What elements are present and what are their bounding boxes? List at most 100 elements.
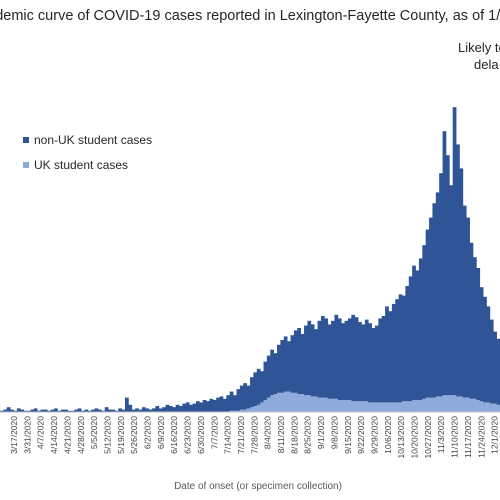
bar-non-uk-student (462, 205, 467, 398)
bar-non-uk-student (13, 410, 18, 412)
bar-non-uk-student (27, 410, 31, 412)
x-tick-label: 6/2/2020 (143, 416, 153, 449)
bar-uk-student (334, 398, 339, 412)
bar-non-uk-student (246, 385, 251, 409)
bar-non-uk-student (368, 323, 372, 403)
bar-non-uk-student (324, 318, 329, 398)
bar-uk-student (260, 402, 264, 412)
bar-non-uk-student (337, 318, 342, 400)
bar-uk-student (422, 398, 427, 412)
bar-non-uk-student (408, 276, 413, 402)
bar-non-uk-student (415, 270, 420, 400)
bar-non-uk-student (361, 324, 366, 402)
bar-uk-student (233, 410, 237, 412)
bar-non-uk-student (37, 410, 41, 412)
bar-non-uk-student (283, 336, 288, 392)
bar-non-uk-student (270, 349, 274, 396)
bar-non-uk-student (317, 320, 322, 398)
bar-non-uk-student (47, 410, 52, 412)
x-tick-label: 9/22/2020 (356, 416, 366, 454)
bar-non-uk-student (398, 294, 403, 403)
bar-non-uk-student (331, 320, 335, 399)
bar-non-uk-student (402, 295, 406, 402)
bar-non-uk-student (233, 395, 237, 411)
bar-uk-student (266, 397, 271, 412)
bar-non-uk-student (216, 397, 220, 412)
x-tick-label: 10/6/2020 (383, 416, 393, 454)
bar-uk-student (476, 400, 481, 412)
bar-non-uk-student (277, 344, 281, 393)
bar-uk-student (462, 397, 467, 412)
bar-non-uk-student (114, 410, 119, 412)
bar-non-uk-student (6, 407, 11, 412)
bar-uk-student (304, 395, 308, 412)
bar-uk-student (283, 391, 288, 412)
bar-non-uk-student (469, 242, 474, 399)
bar-uk-student (273, 394, 278, 412)
x-tick-label: 5/26/2020 (129, 416, 139, 454)
bar-uk-student (368, 402, 372, 412)
bar-non-uk-student (141, 407, 146, 412)
bar-non-uk-student (50, 409, 55, 412)
bar-non-uk-student (94, 408, 99, 412)
bar-non-uk-student (64, 409, 68, 412)
bar-uk-student (263, 400, 268, 412)
bar-uk-student (324, 397, 329, 412)
bar-non-uk-student (304, 325, 308, 396)
legend-swatch-non-uk (23, 137, 29, 143)
bar-non-uk-student (293, 330, 298, 393)
bar-non-uk-student (3, 409, 8, 412)
bar-non-uk-student (67, 410, 72, 412)
x-tick-label: 6/16/2020 (169, 416, 179, 454)
bar-uk-student (246, 408, 251, 412)
bar-uk-student (486, 402, 491, 412)
bar-uk-student (297, 394, 302, 412)
x-tick-label: 4/21/2020 (62, 416, 72, 454)
bar-uk-student (489, 403, 494, 412)
bar-uk-student (385, 402, 389, 412)
bar-uk-student (479, 401, 484, 412)
legend-swatch-uk (23, 162, 29, 168)
x-tick-label: 8/25/2020 (303, 416, 313, 454)
bar-non-uk-student (195, 401, 200, 412)
bar-non-uk-student (344, 320, 349, 400)
bar-non-uk-student (91, 409, 95, 412)
bar-uk-student (391, 402, 396, 412)
bar-non-uk-student (179, 406, 183, 412)
bar-non-uk-student (290, 335, 295, 393)
x-tick-label: 7/14/2020 (223, 416, 233, 454)
bar-non-uk-student (209, 398, 214, 412)
bar-non-uk-student (439, 173, 443, 397)
bar-non-uk-student (405, 286, 410, 402)
bar-non-uk-student (152, 408, 156, 412)
x-tick-label: 8/11/2020 (276, 416, 286, 453)
bar-non-uk-student (273, 353, 278, 394)
bar-uk-student (287, 391, 291, 412)
bar-non-uk-student (307, 320, 312, 396)
bar-non-uk-student (263, 361, 268, 400)
bar-non-uk-student (354, 317, 359, 402)
x-tick-label: 4/28/2020 (76, 416, 86, 454)
bar-non-uk-student (395, 299, 399, 403)
x-tick-label: 9/29/2020 (369, 416, 379, 454)
bar-non-uk-student (23, 410, 28, 412)
bar-uk-student (358, 401, 362, 412)
bar-uk-student (439, 396, 443, 412)
x-tick-label: 10/20/2020 (410, 416, 420, 459)
bar-uk-student (243, 409, 247, 412)
bar-non-uk-student (385, 306, 389, 403)
x-tick-label: 10/13/2020 (396, 416, 406, 459)
bar-non-uk-student (108, 409, 112, 412)
bar-non-uk-student (222, 398, 227, 412)
bar-non-uk-student (314, 329, 318, 397)
bar-uk-student (293, 392, 298, 412)
bar-uk-student (449, 395, 454, 412)
bar-uk-student (371, 402, 376, 412)
legend: non-UK student cases UK student cases (23, 133, 152, 172)
bar-non-uk-student (155, 406, 160, 412)
x-tick-label: 3/31/2020 (22, 416, 32, 454)
bar-uk-student (250, 407, 254, 412)
x-tick-label: 9/15/2020 (343, 416, 353, 454)
bar-non-uk-student (375, 325, 379, 403)
bar-non-uk-student (165, 404, 170, 412)
